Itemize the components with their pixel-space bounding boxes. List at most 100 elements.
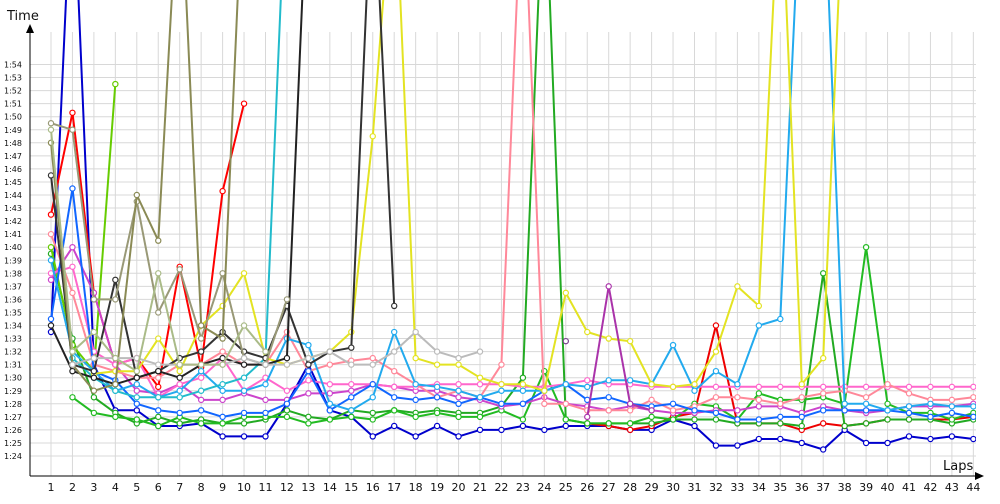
data-point: [240, 387, 248, 394]
data-point: [47, 126, 55, 133]
data-point: [262, 348, 269, 355]
y-tick-label: 1:53: [4, 74, 22, 83]
axes: Time Laps: [6, 9, 984, 480]
data-point: [176, 381, 183, 388]
data-point: [884, 381, 891, 388]
data-point: [455, 387, 462, 394]
data-point: [476, 381, 484, 388]
data-point: [626, 420, 634, 427]
data-point: [47, 257, 55, 264]
data-point: [884, 416, 891, 423]
data-point: [605, 394, 612, 401]
data-point: [112, 276, 119, 284]
y-tick-label: 1:52: [4, 87, 22, 96]
x-tick-label: 36: [795, 481, 809, 494]
data-point: [562, 400, 570, 407]
data-point: [69, 289, 76, 297]
x-tick-label: 6: [155, 481, 162, 494]
data-point: [283, 407, 291, 414]
data-point: [47, 243, 55, 251]
data-point: [369, 381, 376, 388]
x-tick-label: 29: [645, 481, 659, 494]
data-point: [498, 361, 505, 368]
x-tick-label: 43: [945, 481, 959, 494]
data-point: [133, 394, 140, 401]
series-19: [47, 126, 269, 375]
data-point: [240, 100, 248, 107]
data-point: [905, 390, 913, 397]
data-point: [455, 433, 462, 440]
data-point: [820, 446, 827, 453]
data-point: [69, 126, 76, 133]
data-point: [626, 407, 634, 414]
data-point: [820, 407, 827, 414]
data-point: [69, 348, 76, 355]
data-point: [47, 230, 55, 238]
data-point: [519, 381, 527, 388]
series-line: [50, 0, 974, 451]
data-point: [584, 328, 591, 336]
data-point: [648, 396, 655, 404]
data-point: [326, 348, 334, 355]
data-point: [369, 354, 376, 362]
y-tick-label: 1:50: [4, 113, 22, 122]
x-tick-label: 40: [881, 481, 895, 494]
data-point: [755, 396, 763, 404]
data-point: [927, 383, 934, 391]
y-tick-label: 1:47: [4, 152, 22, 161]
data-point: [112, 413, 119, 421]
data-point: [755, 403, 763, 410]
data-point: [133, 191, 140, 199]
data-point: [691, 387, 698, 394]
data-point: [605, 407, 612, 414]
data-point: [155, 413, 162, 421]
y-tick-label: 1:33: [4, 335, 22, 344]
data-point: [905, 433, 913, 440]
data-point: [519, 422, 527, 430]
y-axis-title: Time: [6, 9, 39, 24]
data-point: [927, 400, 934, 407]
data-point: [133, 367, 140, 375]
data-point: [112, 80, 119, 88]
data-point: [412, 413, 419, 421]
data-point: [391, 328, 398, 336]
data-point: [326, 361, 334, 368]
data-point: [305, 413, 312, 421]
data-point: [155, 237, 162, 244]
x-tick-label: 17: [387, 481, 401, 494]
data-point: [283, 354, 291, 362]
data-point: [712, 442, 720, 449]
data-point: [197, 335, 205, 342]
data-point: [798, 413, 805, 421]
data-point: [455, 381, 462, 388]
data-point: [348, 413, 355, 421]
data-point: [948, 416, 956, 423]
data-point: [262, 361, 269, 368]
data-point: [498, 400, 505, 407]
y-tick-label: 1:51: [4, 100, 22, 109]
data-point: [176, 394, 183, 401]
y-tick-label: 1:35: [4, 308, 22, 317]
x-tick-label: 19: [430, 481, 444, 494]
data-point: [734, 407, 741, 414]
data-point: [455, 400, 462, 407]
data-point: [691, 381, 698, 388]
data-point: [777, 400, 784, 407]
data-point: [669, 383, 677, 391]
x-tick-label: 21: [473, 481, 487, 494]
data-point: [197, 407, 205, 414]
y-tick-label: 1:26: [4, 426, 22, 435]
data-point: [240, 270, 248, 277]
data-point: [669, 416, 677, 423]
data-point: [455, 361, 462, 368]
data-point: [283, 413, 291, 421]
data-point: [69, 185, 76, 192]
data-point: [305, 377, 312, 384]
data-point: [369, 394, 376, 401]
x-tick-labels: 1 2 3 4 5 6 7 8 9 10 11 12 13 14 15 16 17 18 19 20 21 22 23 24 2…: [48, 481, 981, 494]
data-point: [219, 335, 226, 342]
x-tick-label: 8: [198, 481, 205, 494]
series-line: [50, 187, 974, 421]
data-point: [626, 426, 634, 434]
data-point: [970, 383, 976, 391]
